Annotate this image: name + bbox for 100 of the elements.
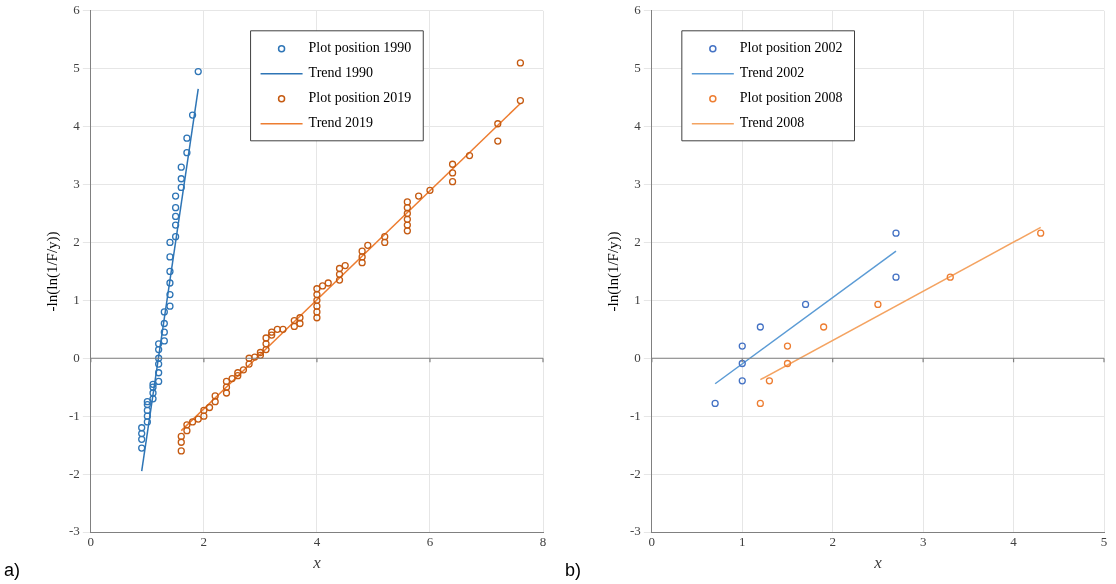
x-tick-label: 0 bbox=[648, 534, 656, 550]
point bbox=[177, 163, 185, 171]
point bbox=[166, 279, 174, 287]
point bbox=[820, 323, 828, 331]
point bbox=[738, 342, 746, 350]
point bbox=[166, 290, 174, 299]
point bbox=[138, 429, 146, 438]
y-tick-label: 6 bbox=[634, 2, 642, 18]
point bbox=[711, 399, 719, 408]
x-tick-label: 6 bbox=[426, 534, 434, 550]
point bbox=[155, 369, 163, 377]
y-axis-title: -ln(ln(1/F/y)) bbox=[43, 231, 61, 312]
legend-label: Plot position 2008 bbox=[739, 90, 843, 106]
point bbox=[160, 328, 168, 336]
point bbox=[166, 302, 174, 310]
x-axis-title: x bbox=[873, 553, 883, 573]
x-tick-label: 5 bbox=[1100, 534, 1108, 550]
y-tick-label: 5 bbox=[73, 60, 80, 76]
x-tick-label: 4 bbox=[313, 534, 321, 550]
y-tick-label: 2 bbox=[634, 233, 641, 249]
y-tick-label: 6 bbox=[73, 2, 81, 18]
y-tick-label: 3 bbox=[73, 175, 80, 191]
point bbox=[143, 398, 151, 406]
point bbox=[1037, 229, 1045, 237]
y-tick-label: 0 bbox=[634, 349, 641, 365]
x-tick-label: 0 bbox=[87, 534, 95, 550]
point bbox=[160, 337, 168, 345]
legend-label: Plot position 1990 bbox=[308, 40, 412, 56]
point bbox=[149, 389, 157, 397]
legend-label: Trend 2002 bbox=[739, 65, 805, 81]
point bbox=[143, 418, 151, 426]
point bbox=[138, 424, 146, 432]
legend-label: Plot position 2019 bbox=[308, 90, 412, 106]
point bbox=[183, 149, 191, 157]
x-tick-label: 4 bbox=[1010, 534, 1018, 550]
y-tick-label: 3 bbox=[634, 175, 641, 191]
point bbox=[166, 267, 174, 276]
point bbox=[892, 229, 900, 237]
y-axis-title: -ln(ln(1/F/y)) bbox=[604, 231, 622, 312]
point bbox=[946, 273, 954, 281]
point bbox=[166, 238, 174, 247]
point bbox=[892, 273, 900, 281]
y-tick-label: 2 bbox=[73, 233, 80, 249]
point bbox=[155, 377, 163, 386]
x-tick-label: 1 bbox=[739, 534, 746, 550]
point bbox=[160, 308, 168, 316]
y-tick-label: -1 bbox=[68, 407, 80, 423]
point bbox=[177, 183, 185, 192]
point bbox=[756, 399, 764, 408]
point bbox=[783, 342, 792, 350]
point bbox=[138, 435, 146, 443]
y-tick-label: -2 bbox=[629, 465, 641, 481]
y-tick-label: -1 bbox=[629, 407, 641, 423]
point bbox=[143, 406, 151, 415]
legend-label: Trend 2008 bbox=[739, 115, 805, 131]
point bbox=[149, 395, 157, 403]
point bbox=[738, 359, 746, 368]
point bbox=[166, 253, 174, 261]
point bbox=[155, 354, 163, 362]
legend-label: Plot position 2002 bbox=[739, 40, 843, 56]
point bbox=[171, 212, 180, 221]
point bbox=[783, 359, 792, 368]
x-tick-label: 8 bbox=[539, 534, 547, 550]
point bbox=[138, 444, 146, 452]
point bbox=[801, 300, 810, 309]
point bbox=[171, 204, 180, 212]
point bbox=[171, 192, 180, 200]
y-tick-label: 1 bbox=[634, 291, 641, 307]
point bbox=[171, 233, 180, 241]
point bbox=[874, 300, 882, 309]
point bbox=[160, 319, 168, 328]
point bbox=[171, 221, 180, 229]
point bbox=[143, 412, 151, 420]
text: b) bbox=[565, 559, 582, 580]
point bbox=[756, 323, 764, 331]
point bbox=[194, 67, 202, 76]
point bbox=[143, 400, 151, 409]
y-tick-label: -3 bbox=[629, 523, 641, 539]
y-tick-label: -2 bbox=[68, 465, 80, 481]
y-tick-label: 0 bbox=[73, 349, 80, 365]
point bbox=[738, 377, 746, 385]
point bbox=[765, 377, 774, 385]
x-tick-label: 3 bbox=[919, 534, 927, 550]
point bbox=[155, 360, 163, 368]
y-tick-label: 5 bbox=[634, 60, 641, 76]
point bbox=[177, 175, 185, 183]
point bbox=[155, 345, 163, 354]
text: a) bbox=[4, 559, 21, 580]
x-axis-title: x bbox=[312, 553, 322, 573]
legend-label: Trend 1990 bbox=[308, 65, 374, 81]
point bbox=[155, 340, 163, 348]
x-tick-label: 2 bbox=[829, 534, 836, 550]
y-tick-label: 4 bbox=[73, 118, 81, 134]
x-tick-label: 2 bbox=[200, 534, 208, 550]
legend-label: Trend 2019 bbox=[308, 115, 374, 131]
y-tick-label: 4 bbox=[634, 118, 642, 134]
point bbox=[149, 383, 157, 391]
y-tick-label: -3 bbox=[68, 523, 80, 539]
point bbox=[183, 134, 191, 142]
y-tick-label: 1 bbox=[73, 291, 80, 307]
